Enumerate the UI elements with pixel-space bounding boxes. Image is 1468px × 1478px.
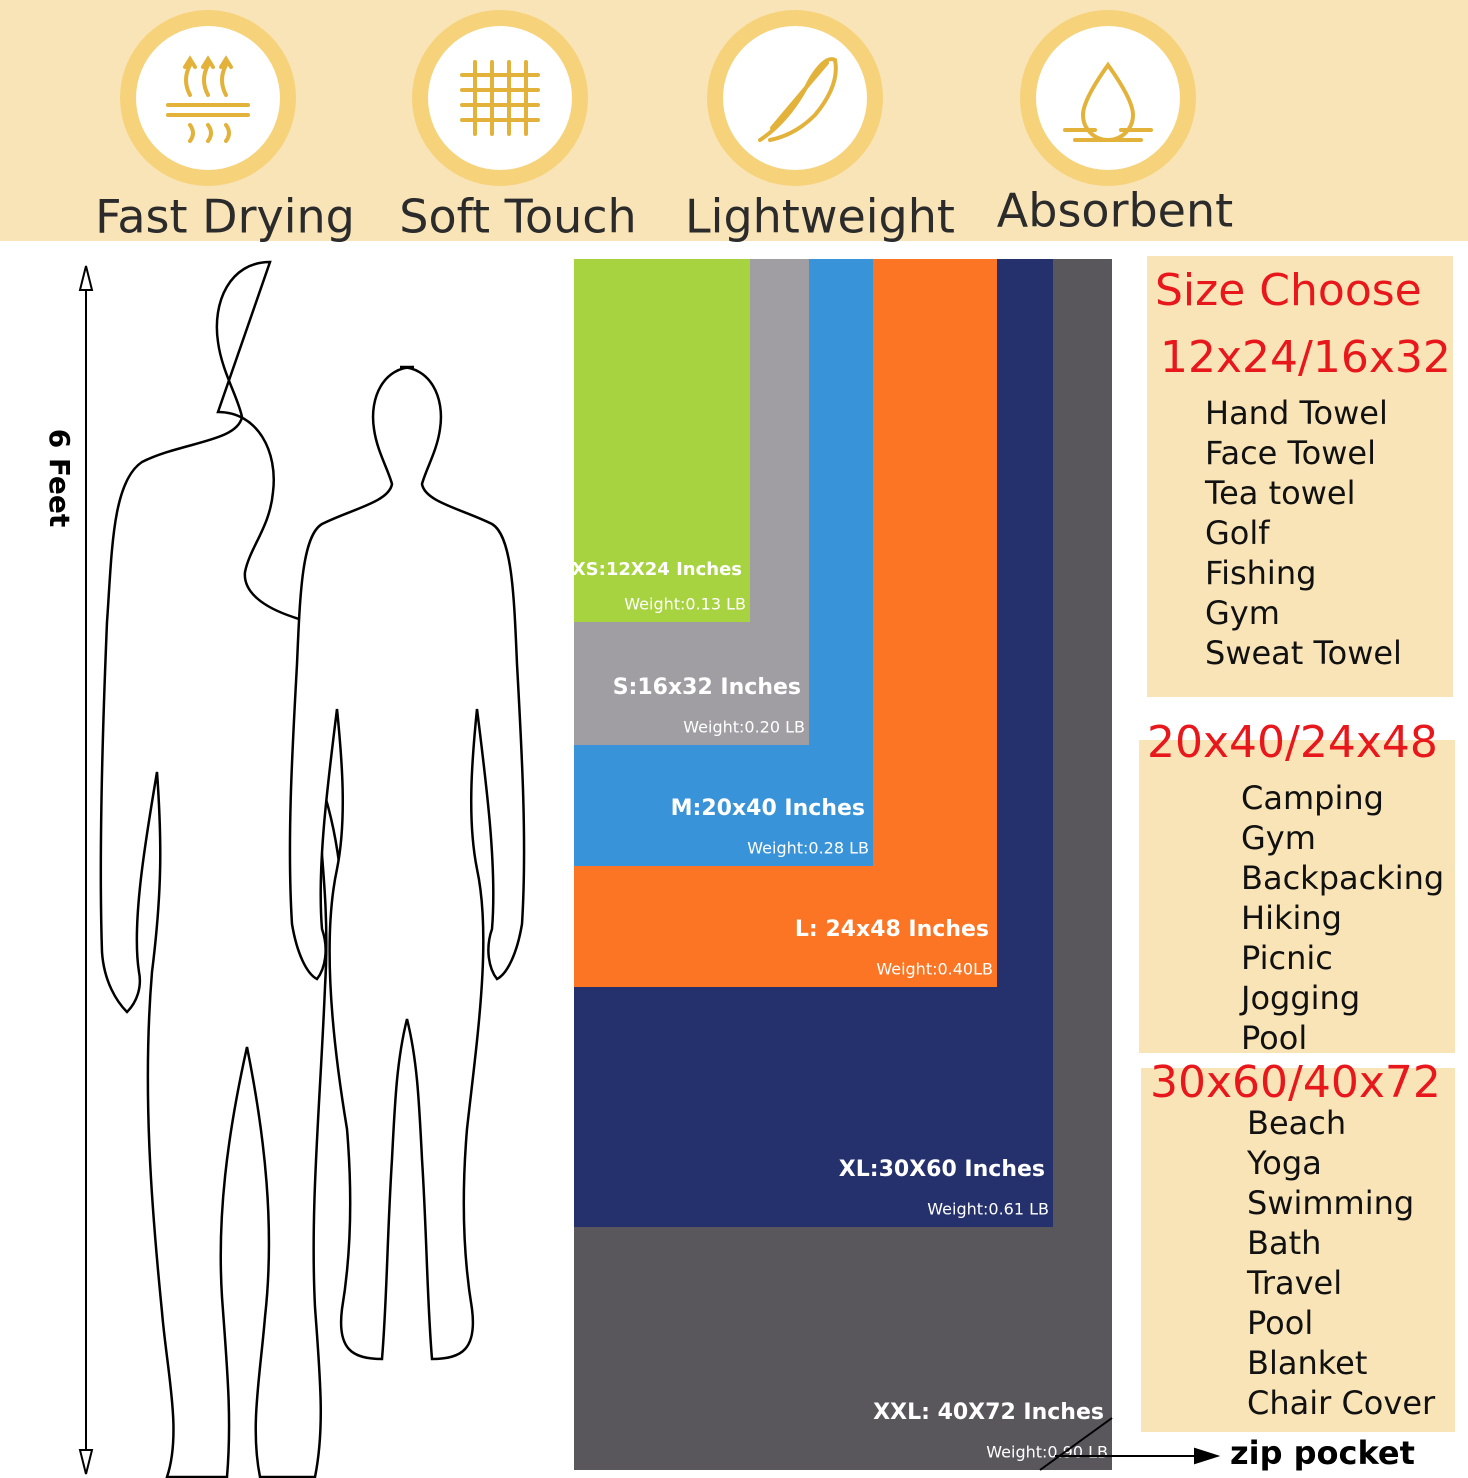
size-weight: Weight:0.61 LB [927, 1200, 1049, 1219]
group-heading: 20x40/24x48 [1147, 717, 1438, 768]
use-item: Blanket [1247, 1344, 1367, 1382]
use-item: Hand Towel [1205, 394, 1388, 432]
panel [1141, 1068, 1455, 1432]
use-item: Swimming [1247, 1184, 1414, 1222]
size-label: XXL: 40X72 Inches [873, 1400, 1104, 1425]
size-weight: Weight:0.90 LB [986, 1443, 1108, 1462]
use-item: Hiking [1241, 899, 1342, 937]
size-label: M:20x40 Inches [671, 796, 865, 821]
feature-label: Absorbent [997, 184, 1233, 238]
feature-icons [120, 10, 1196, 186]
use-item: Pool [1241, 1019, 1307, 1057]
use-item: Fishing [1205, 554, 1316, 592]
use-item: Picnic [1241, 939, 1333, 977]
feature-label: Soft Touch [399, 190, 636, 244]
panel [1139, 740, 1455, 1053]
use-item: Pool [1247, 1304, 1313, 1342]
size-label: S:16x32 Inches [613, 675, 801, 700]
group-heading: 30x60/40x72 [1150, 1057, 1441, 1108]
use-item: Backpacking [1241, 859, 1444, 897]
zip-arrow [1039, 1417, 1221, 1471]
feature-label: Fast Drying [95, 190, 355, 244]
use-item: Beach [1247, 1104, 1346, 1142]
use-item: Golf [1205, 514, 1270, 552]
use-item: Jogging [1239, 979, 1360, 1017]
use-item: Yoga [1246, 1144, 1322, 1182]
human-silhouettes [99, 260, 526, 1478]
use-item: Face Towel [1205, 434, 1376, 472]
size-label: XL:30X60 Inches [839, 1157, 1045, 1182]
size-weight: Weight:0.13 LB [624, 595, 746, 614]
size-weight: Weight:0.40LB [876, 960, 993, 979]
height-arrow [78, 265, 94, 1475]
size-label: L: 24x48 Inches [795, 917, 989, 942]
size-label: XS:12X24 Inches [572, 559, 742, 580]
use-item: Chair Cover [1247, 1384, 1436, 1422]
use-item: Bath [1247, 1224, 1321, 1262]
use-item: Camping [1241, 779, 1384, 817]
size-weight: Weight:0.20 LB [683, 718, 805, 737]
height-label: 6 Feet [43, 429, 76, 528]
group-heading: 12x24/16x32 [1160, 332, 1451, 383]
size-weight: Weight:0.28 LB [747, 839, 869, 858]
use-item: Travel [1246, 1264, 1342, 1302]
towel [574, 259, 750, 622]
size-choose-title: Size Choose [1155, 265, 1422, 316]
use-item: Gym [1241, 819, 1316, 857]
panel [1147, 256, 1453, 697]
feature-label: Lightweight [685, 190, 955, 244]
use-item: Tea towel [1204, 474, 1355, 512]
use-item: Gym [1205, 594, 1280, 632]
use-item: Sweat Towel [1205, 634, 1402, 672]
towel-sizes: XS:12X24 Inches Weight:0.13 LB S:16x32 Inc… [572, 259, 1112, 1470]
zip-pocket-label: zip pocket [1230, 1434, 1415, 1472]
